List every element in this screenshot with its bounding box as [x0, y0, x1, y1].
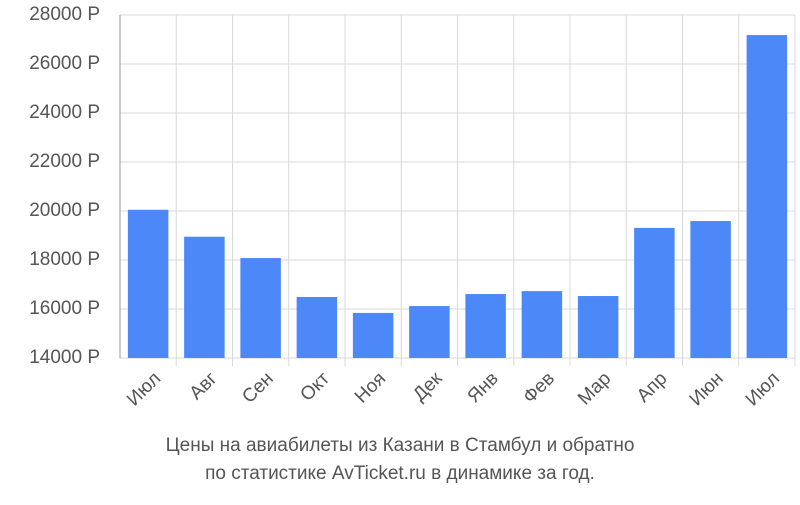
x-tick-label: Апр	[633, 368, 672, 407]
bar	[634, 227, 675, 358]
y-tick-label: 14000 Р	[29, 347, 100, 368]
bar	[746, 35, 788, 359]
bar	[577, 296, 619, 358]
chart-title: по статистике AvTicket.ru в динамике за …	[205, 463, 595, 484]
bar	[409, 306, 450, 358]
x-tick-label: Дек	[409, 368, 447, 406]
bar	[184, 236, 225, 358]
y-tick-label: 24000 Р	[29, 102, 100, 123]
bar	[352, 312, 394, 358]
bar	[521, 291, 563, 358]
x-tick-label: Фев	[519, 368, 559, 408]
bar	[296, 296, 338, 358]
y-tick-label: 18000 Р	[29, 249, 100, 270]
x-tick-label: Сен	[238, 368, 277, 407]
y-tick-label: 16000 Р	[29, 298, 100, 319]
x-tick-label: Июл	[742, 368, 784, 410]
bar	[240, 258, 281, 358]
bar	[690, 221, 731, 358]
x-tick-label: Янв	[464, 368, 503, 407]
x-tick-label: Ноя	[351, 368, 390, 407]
chart-title: Цены на авиабилеты из Казани в Стамбул и…	[166, 435, 635, 456]
x-tick-label: Июн	[686, 368, 728, 410]
x-tick-label: Мар	[574, 368, 615, 409]
bar	[127, 209, 169, 358]
x-tick-label: Окт	[296, 368, 334, 406]
y-tick-label: 22000 Р	[29, 151, 100, 172]
y-tick-label: 26000 Р	[29, 53, 100, 74]
y-tick-label: 20000 Р	[29, 200, 100, 221]
y-tick-label: 28000 Р	[29, 4, 100, 25]
x-tick-label: Авг	[186, 368, 222, 404]
bar	[465, 294, 506, 358]
x-tick-label: Июл	[123, 368, 165, 410]
